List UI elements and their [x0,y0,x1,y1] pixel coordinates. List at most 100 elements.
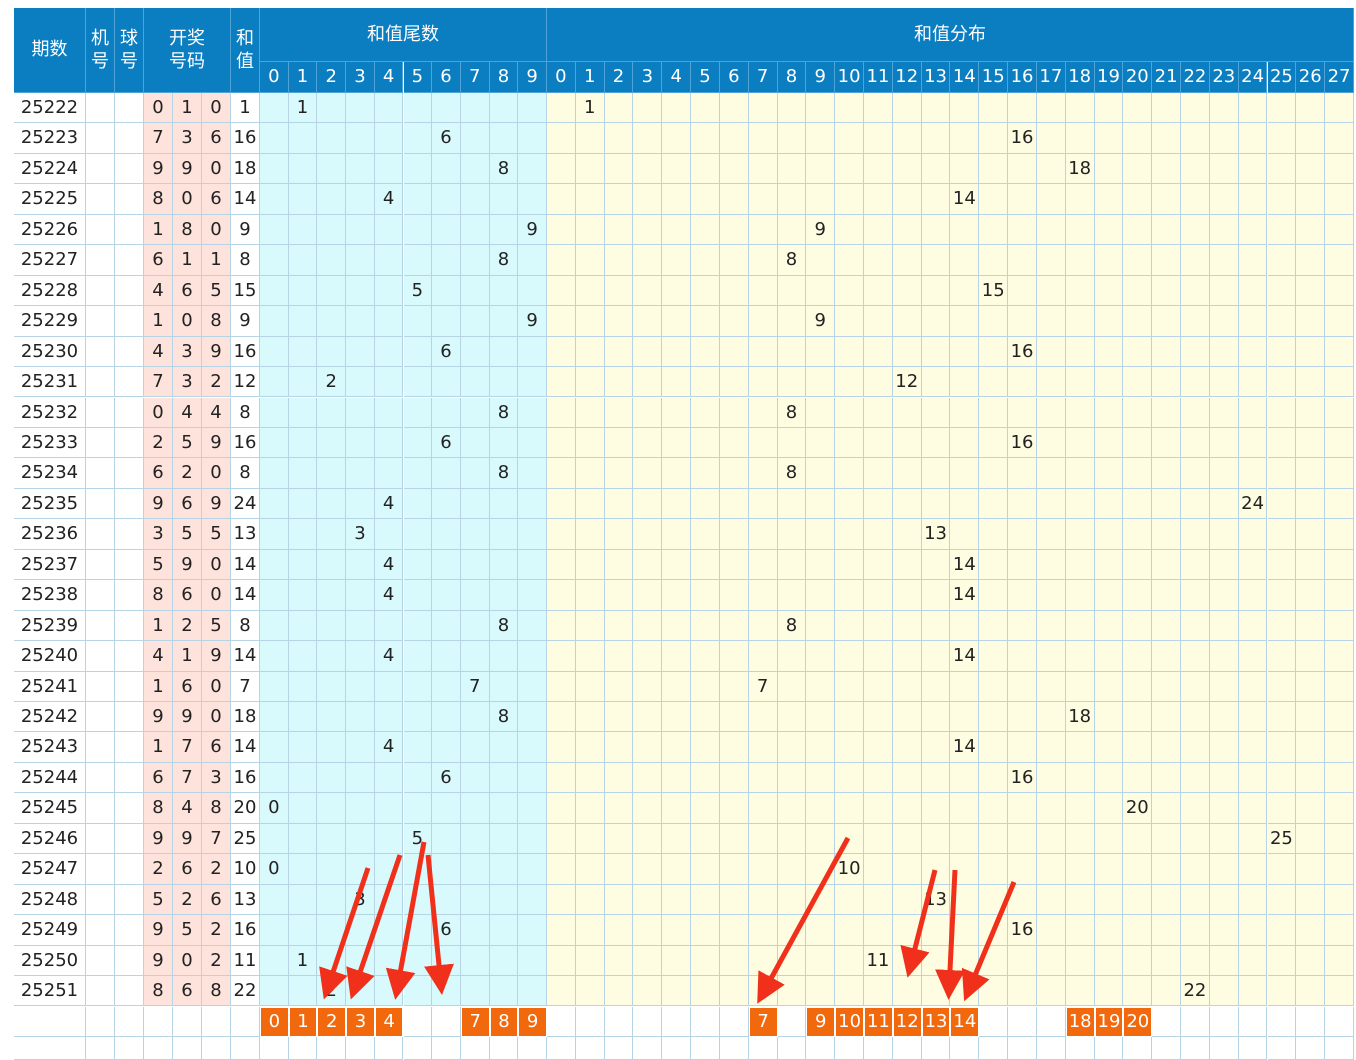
machine-cell [86,123,115,154]
dist-cell [835,214,864,246]
dist-cell [1123,184,1153,215]
tail-cell [317,427,347,459]
dist-cell [806,245,836,276]
dist-cell [1065,397,1095,428]
machine-cell [86,488,115,520]
dist-cell [691,306,720,337]
dist-cell [921,397,951,428]
draw-number: 5 [173,427,202,459]
draw-number: 9 [173,153,202,185]
dist-cell [1267,214,1297,246]
dist-cell [633,397,663,428]
dist-cell [921,184,951,215]
tail-cell [518,397,547,428]
dist-cell [748,214,778,246]
tail-cell [260,245,289,276]
dist-cell [864,153,893,185]
dist-col-label: 25 [1267,62,1297,93]
dist-cell [864,427,893,459]
dist-col-label: 5 [691,62,720,93]
draw-number: 4 [173,397,202,428]
machine-cell [86,397,115,428]
dist-cell [575,306,605,337]
sum: 9 [231,306,260,337]
sum: 16 [231,427,260,459]
tail-cell [403,397,433,428]
dist-cell [950,488,980,520]
dist-cell [547,458,576,489]
tail-cell [432,306,461,337]
dist-cell [1209,397,1239,428]
dist-cell [921,275,951,307]
dist-cell [864,184,893,215]
dist-cell [748,245,778,276]
dist-cell [547,93,576,124]
dist-cell [979,488,1009,520]
tail-cell: 4 [374,184,404,215]
dist-cell [633,153,663,185]
tail-cell [288,519,318,550]
dist-cell [748,458,778,489]
dist-col-label: 15 [979,62,1009,93]
dist-cell [1267,123,1297,154]
dist-cell [1065,367,1095,398]
tail-cell [403,214,433,246]
dist-cell [777,488,807,520]
tail-cell [288,458,318,489]
machine-cell [86,93,115,124]
draw-number: 1 [144,306,173,337]
machine-cell [86,245,115,276]
dist-cell [633,488,663,520]
tail-cell [374,367,404,398]
dist-cell [604,458,634,489]
tail-cell [460,397,490,428]
tail-cell [317,123,347,154]
dist-cell: 1 [575,93,605,124]
tail-cell [260,214,289,246]
dist-cell [633,184,663,215]
tail-cell [489,427,519,459]
tail-cell: 8 [489,245,519,276]
dist-cell [777,184,807,215]
dist-cell [604,367,634,398]
dist-cell [633,245,663,276]
sum: 8 [231,245,260,276]
dist-cell [547,397,576,428]
dist-cell [1094,184,1124,215]
dist-cell [1036,153,1066,185]
dist-cell [777,153,807,185]
dist-cell [1065,275,1095,307]
dist-cell [748,488,778,520]
dist-col-label: 18 [1065,62,1095,93]
tail-cell [346,336,375,368]
tail-cell [460,245,490,276]
tail-cell [460,458,490,489]
dist-cell [1036,336,1066,368]
dist-cell [777,93,807,124]
dist-cell [633,214,663,246]
dist-cell [748,427,778,459]
dist-cell [547,245,576,276]
tail-cell [460,336,490,368]
tail-cell [518,184,547,215]
dist-cell [979,306,1009,337]
dist-cell [1267,93,1297,124]
dist-cell [950,397,980,428]
dist-cell [1238,184,1268,215]
dist-cell [1296,153,1326,185]
dist-cell [1152,184,1182,215]
dist-col-label: 19 [1094,62,1124,93]
tail-cell [317,458,347,489]
dist-cell [1152,397,1182,428]
draw-number: 9 [202,488,231,520]
dist-cell [1181,397,1210,428]
tail-cell [518,245,547,276]
dist-cell [777,275,807,307]
tail-cell [489,306,519,337]
dist-cell [604,214,634,246]
dist-col-label: 11 [864,62,893,93]
dist-cell [1296,214,1326,246]
tail-cell [288,367,318,398]
header-sum: 和值 [231,8,260,93]
